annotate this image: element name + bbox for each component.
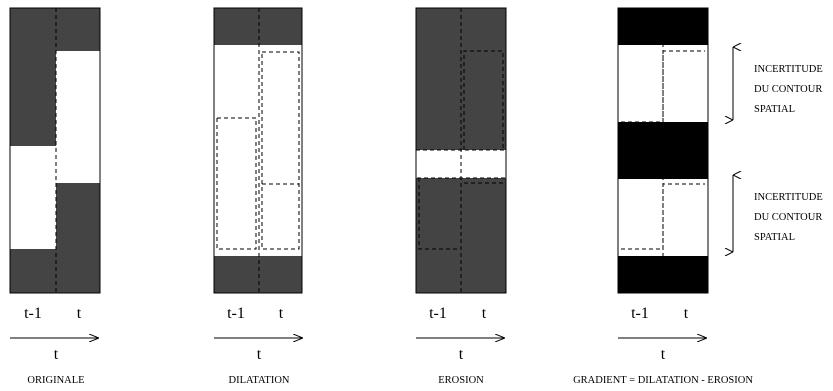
originale-dark-top-left	[10, 8, 56, 146]
originale-col-left-label: t-1	[24, 305, 42, 322]
erosion-caption: EROSION	[438, 375, 484, 386]
originale-dark-bottom-right	[56, 183, 100, 293]
dilatation-dark-bottom	[214, 256, 302, 293]
erosion-band-outline	[415, 149, 507, 179]
upper-note-line-3: SPATIAL	[754, 104, 795, 115]
gradient-axis-label: t	[661, 346, 666, 363]
dilatation-frame	[213, 7, 303, 294]
gradient-upper-contour	[621, 50, 705, 123]
dilatation-original-outline-right	[261, 51, 300, 250]
gradient-caption: GRADIENT = DILATATION - EROSION	[573, 375, 753, 386]
lower-note-line-1: INCERTITUDE	[754, 192, 823, 203]
dilatation-caption: DILATATION	[229, 375, 290, 386]
erosion-col-left-label: t-1	[429, 305, 447, 322]
erosion-original-outline-right	[463, 50, 504, 150]
gradient-lower-contour	[621, 183, 705, 250]
upper-note-line-2: DU CONTOUR	[754, 84, 822, 95]
upper-note-line-1: INCERTITUDE	[754, 64, 823, 75]
panel-dilatation: t-1 t t DILATATION	[213, 7, 303, 386]
annotation-upper: INCERTITUDE DU CONTOUR SPATIAL	[733, 47, 823, 120]
erosion-original-outline-left	[418, 178, 458, 250]
originale-frame	[9, 7, 101, 294]
dilatation-col-left-label: t-1	[227, 305, 245, 322]
panel-erosion: t-1 t t EROSION	[415, 7, 507, 386]
originale-axis-label: t	[54, 346, 59, 363]
originale-col-right-label: t	[77, 305, 82, 322]
originale-caption: ORIGINALE	[27, 375, 84, 386]
originale-dark-top-right	[56, 8, 100, 51]
originale-dark-bottom-left	[10, 249, 56, 293]
dilatation-dark-top	[214, 8, 302, 45]
gradient-col-right-label: t	[684, 305, 689, 322]
lower-note-line-2: DU CONTOUR	[754, 212, 822, 223]
dilatation-axis-label: t	[257, 346, 262, 363]
lower-note-line-3: SPATIAL	[754, 232, 795, 243]
erosion-axis-label: t	[459, 346, 464, 363]
panel-gradient: t-1 t t GRADIENT = DILATATION - EROSION	[573, 7, 753, 386]
annotation-lower: INCERTITUDE DU CONTOUR SPATIAL	[733, 175, 823, 252]
erosion-col-right-label: t	[482, 305, 487, 322]
panel-originale: t-1 t t ORIGINALE	[9, 7, 101, 386]
gradient-col-left-label: t-1	[631, 305, 649, 322]
dilatation-original-outline-left	[216, 117, 257, 250]
dilatation-col-right-label: t	[279, 305, 284, 322]
